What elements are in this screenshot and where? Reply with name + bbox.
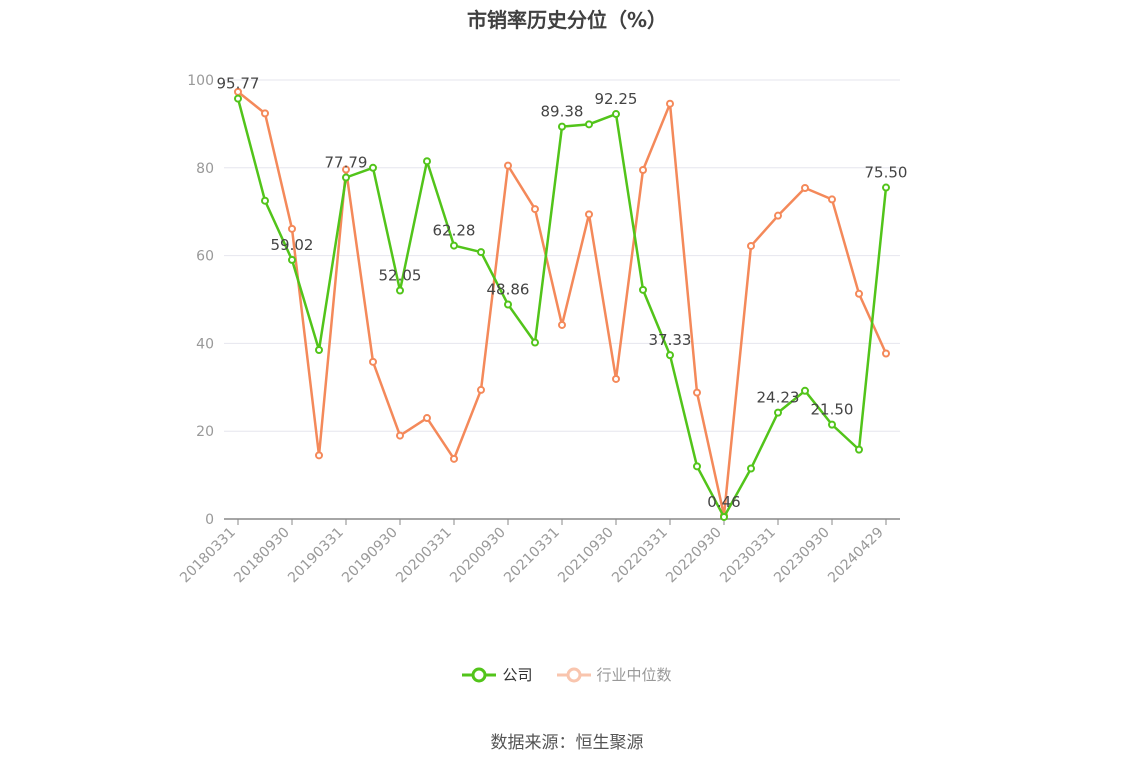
- y-tick-label: 0: [205, 512, 214, 528]
- data-point-0: [639, 285, 647, 294]
- data-point-1: [504, 161, 512, 170]
- data-label: 52.05: [379, 267, 422, 285]
- data-label: 95.77: [217, 75, 260, 93]
- data-point-0: [585, 120, 593, 129]
- legend-item-company[interactable]: 公司: [462, 664, 533, 685]
- legend-marker-industry-median-icon: [556, 667, 591, 682]
- data-point-0: [423, 157, 431, 166]
- data-label: 24.23: [757, 389, 800, 407]
- x-tick-label: 20180331: [177, 525, 239, 587]
- x-tick-label: 20190930: [339, 525, 401, 587]
- data-point-1: [261, 109, 269, 118]
- y-tick-label: 80: [196, 161, 214, 177]
- data-point-1: [666, 99, 674, 108]
- data-point-0: [774, 408, 782, 417]
- x-tick-label: 20200331: [393, 525, 455, 587]
- data-point-0: [855, 445, 863, 454]
- data-point-1: [828, 195, 836, 204]
- data-label: 21.50: [811, 401, 854, 419]
- data-label: 89.38: [541, 103, 584, 121]
- data-point-1: [450, 454, 458, 463]
- data-point-0: [612, 110, 620, 119]
- data-point-0: [396, 286, 404, 295]
- data-point-1: [342, 165, 350, 174]
- data-label: 77.79: [325, 154, 368, 172]
- data-point-0: [747, 464, 755, 473]
- data-point-0: [315, 345, 323, 354]
- data-point-0: [477, 248, 485, 257]
- data-point-1: [558, 320, 566, 329]
- x-tick-label: 20220331: [609, 525, 671, 587]
- data-point-1: [612, 374, 620, 383]
- y-tick-label: 40: [196, 336, 214, 352]
- data-point-1: [396, 431, 404, 440]
- x-tick-label: 20220930: [663, 525, 725, 587]
- y-tick-label: 20: [196, 424, 214, 440]
- data-point-1: [693, 388, 701, 397]
- data-point-0: [504, 300, 512, 309]
- data-point-0: [558, 122, 566, 131]
- data-point-1: [423, 414, 431, 423]
- data-point-1: [801, 183, 809, 192]
- legend-item-industry-median[interactable]: 行业中位数: [556, 664, 672, 685]
- x-tick-label: 20180930: [231, 525, 293, 587]
- legend-label-company: 公司: [502, 666, 533, 684]
- data-point-0: [693, 462, 701, 471]
- data-label: 48.86: [487, 281, 530, 299]
- x-tick-label: 20210331: [501, 525, 563, 587]
- data-point-1: [855, 289, 863, 298]
- data-point-0: [531, 338, 539, 347]
- legend: 公司 行业中位数: [0, 664, 1134, 685]
- x-tick-label: 20240429: [825, 525, 887, 587]
- chart-title: 市销率历史分位（%）: [466, 8, 668, 32]
- data-point-0: [666, 351, 674, 360]
- data-point-1: [585, 210, 593, 219]
- data-point-0: [828, 420, 836, 429]
- data-point-0: [261, 196, 269, 205]
- data-point-1: [639, 165, 647, 174]
- x-tick-label: 20230331: [717, 525, 779, 587]
- line-chart: 0 20 40 60 80 100 2018033120180930201903312019…: [177, 73, 908, 587]
- data-point-0: [720, 512, 728, 521]
- legend-marker-company-icon: [462, 667, 497, 682]
- data-point-0: [288, 255, 296, 264]
- data-point-1: [369, 357, 377, 366]
- data-point-0: [801, 386, 809, 395]
- data-point-0: [234, 94, 242, 103]
- x-tick-label: 20230930: [771, 525, 833, 587]
- data-point-1: [531, 205, 539, 214]
- x-tick-label: 20210930: [555, 525, 617, 587]
- data-point-1: [315, 451, 323, 460]
- x-tick-label: 20190331: [285, 525, 347, 587]
- data-label: 37.33: [649, 331, 692, 349]
- data-point-0: [369, 163, 377, 172]
- data-label: 75.50: [865, 164, 908, 182]
- x-tick-label: 20200930: [447, 525, 509, 587]
- data-source: 数据来源：恒生聚源: [490, 733, 644, 753]
- data-label: 62.28: [433, 222, 476, 240]
- data-label: 0.46: [707, 493, 740, 511]
- data-point-0: [882, 183, 890, 192]
- y-tick-label: 100: [187, 73, 214, 89]
- legend-label-industry-median: 行业中位数: [596, 666, 672, 684]
- data-point-1: [882, 349, 890, 358]
- data-point-0: [342, 173, 350, 182]
- data-point-1: [774, 211, 782, 220]
- data-point-0: [450, 241, 458, 250]
- data-label: 59.02: [271, 236, 314, 254]
- data-label: 92.25: [595, 90, 638, 108]
- data-point-1: [747, 241, 755, 250]
- y-tick-label: 60: [196, 249, 214, 265]
- data-point-1: [477, 385, 485, 394]
- data-point-1: [288, 224, 296, 233]
